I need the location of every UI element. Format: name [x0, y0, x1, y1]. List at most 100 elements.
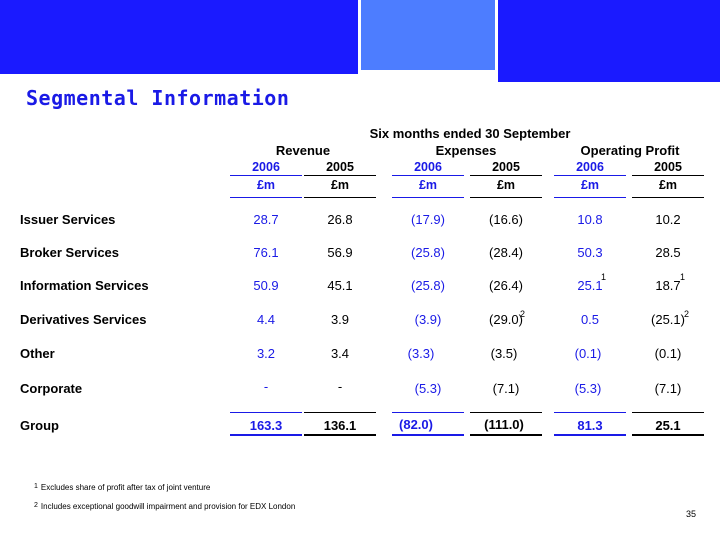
group-revenue: Revenue — [275, 143, 331, 158]
rule-group-top-3 — [392, 412, 464, 413]
group-expenses: Expenses — [435, 143, 497, 158]
row-label-corporate: Corporate — [20, 381, 83, 396]
rule-group-bottom-1 — [230, 434, 302, 436]
footnote-marker-2: 2 — [520, 309, 526, 319]
rule-unit-1 — [230, 197, 302, 198]
header-banner-middle — [361, 0, 495, 70]
page-title: Segmental Information — [26, 86, 290, 110]
table-cell: 4.4 — [256, 312, 276, 327]
table-cell: (25.8) — [411, 278, 445, 293]
unit-col-3: £m — [418, 178, 438, 192]
rule-unit-6 — [632, 197, 704, 198]
table-cell: (17.9) — [411, 212, 445, 227]
footnote-1: 1 Excludes share of profit after tax of j… — [34, 483, 210, 492]
rule-unit-5 — [554, 197, 626, 198]
rule-unit-4 — [470, 197, 542, 198]
table-cell: (25.1) — [651, 312, 685, 327]
table-cell: 56.9 — [327, 245, 353, 260]
row-label-other: Other — [20, 346, 55, 361]
rule-group-bottom-2 — [304, 434, 376, 436]
unit-col-1: £m — [256, 178, 276, 192]
rule-group-top-2 — [304, 412, 376, 413]
row-label-broker-services: Broker Services — [20, 245, 120, 260]
rule-group-top-1 — [230, 412, 302, 413]
footnote-2-marker: 2 — [34, 502, 38, 509]
page-number: 35 — [685, 509, 696, 519]
footnote-1-marker: 1 — [34, 483, 38, 490]
rule-year-4 — [470, 175, 542, 176]
table-cell: (7.1) — [492, 381, 520, 396]
table-cell: (0.1) — [574, 346, 602, 361]
footnote-marker-1: 1 — [680, 272, 686, 282]
table-cell: 28.7 — [253, 212, 279, 227]
rule-unit-2 — [304, 197, 376, 198]
table-cell: (5.3) — [414, 381, 442, 396]
row-label-issuer-services: Issuer Services — [20, 212, 116, 227]
header-banner-right — [498, 0, 720, 82]
unit-col-4: £m — [496, 178, 516, 192]
table-cell: (0.1) — [654, 346, 682, 361]
rule-year-3 — [392, 175, 464, 176]
rule-unit-3 — [392, 197, 464, 198]
rule-year-5 — [554, 175, 626, 176]
rule-group-bottom-3 — [392, 434, 464, 436]
footnote-2-text: Includes exceptional goodwill impairment… — [40, 502, 296, 511]
table-cell: (26.4) — [489, 278, 523, 293]
table-cell: (16.6) — [489, 212, 523, 227]
rule-group-bottom-4 — [470, 434, 542, 436]
year-col-6: 2005 — [654, 160, 682, 174]
header-banner-left — [0, 0, 358, 74]
year-col-5: 2006 — [576, 160, 604, 174]
rule-group-top-6 — [632, 412, 704, 413]
group-operating-profit: Operating Profit — [580, 143, 680, 158]
table-cell: 3.9 — [330, 312, 350, 327]
unit-col-2: £m — [330, 178, 350, 192]
table-cell: 18.7 — [655, 278, 681, 293]
footnote-marker-1: 1 — [601, 272, 607, 282]
rule-year-1 — [230, 175, 302, 176]
year-col-2: 2005 — [326, 160, 354, 174]
table-cell: 76.1 — [253, 245, 279, 260]
table-cell: - — [337, 379, 343, 394]
table-cell: (3.9) — [414, 312, 442, 327]
table-cell: 10.8 — [577, 212, 603, 227]
rule-year-6 — [632, 175, 704, 176]
rule-group-top-5 — [554, 412, 626, 413]
year-col-4: 2005 — [492, 160, 520, 174]
row-label-group: Group — [20, 418, 59, 433]
rule-group-top-4 — [470, 412, 542, 413]
table-cell: (28.4) — [489, 245, 523, 260]
table-cell: 26.8 — [327, 212, 353, 227]
row-label-derivatives-services: Derivatives Services — [20, 312, 147, 327]
unit-col-6: £m — [658, 178, 678, 192]
table-cell: 45.1 — [327, 278, 353, 293]
table-cell: (25.8) — [411, 245, 445, 260]
table-cell: 3.4 — [330, 346, 350, 361]
footnote-2: 2 Includes exceptional goodwill impairmen… — [34, 502, 295, 511]
table-cell: 0.5 — [580, 312, 600, 327]
table-cell: (111.0) — [484, 417, 524, 432]
table-cell: (7.1) — [654, 381, 682, 396]
footnote-marker-2: 2 — [684, 309, 690, 319]
table-cell: 50.9 — [253, 278, 279, 293]
table-cell: (5.3) — [574, 381, 602, 396]
table-cell: 50.3 — [577, 245, 603, 260]
table-cell: (3.5) — [490, 346, 518, 361]
unit-col-5: £m — [580, 178, 600, 192]
table-cell: 136.1 — [323, 418, 357, 433]
table-cell: 25.1 — [655, 418, 681, 433]
year-col-3: 2006 — [414, 160, 442, 174]
table-cell: 10.2 — [655, 212, 681, 227]
rule-group-bottom-6 — [632, 434, 704, 436]
rule-group-bottom-5 — [554, 434, 626, 436]
year-col-1: 2006 — [252, 160, 280, 174]
table-cell: - — [263, 379, 269, 394]
table-cell: 163.3 — [249, 418, 283, 433]
footnote-1-text: Excludes share of profit after tax of jo… — [40, 483, 211, 492]
table-cell: (3.3) — [407, 346, 435, 361]
row-label-information-services: Information Services — [20, 278, 149, 293]
table-cell: 28.5 — [655, 245, 681, 260]
rule-year-2 — [304, 175, 376, 176]
period-heading: Six months ended 30 September — [369, 126, 571, 141]
table-cell: 3.2 — [256, 346, 276, 361]
